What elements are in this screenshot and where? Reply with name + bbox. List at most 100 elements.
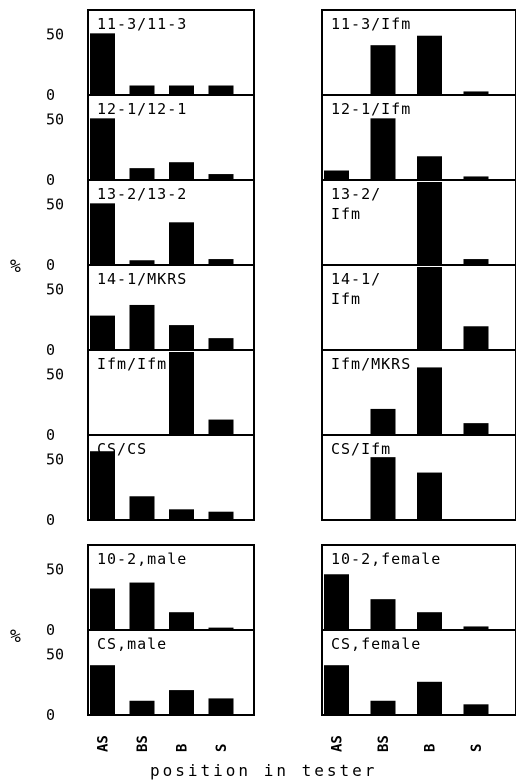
bar-s <box>208 419 234 435</box>
y-tick-label: 50 <box>46 195 64 213</box>
y-tick-label: 50 <box>46 560 64 578</box>
panel-14: CS,male 50 0 <box>46 629 255 724</box>
bar-s <box>463 423 489 435</box>
bar-bs <box>370 118 396 180</box>
bar-s <box>463 326 489 350</box>
bar-bs <box>129 168 155 180</box>
panel-title: Ifm <box>331 290 361 308</box>
panel-title: 12-1/Ifm <box>331 100 411 118</box>
y-tick-label: 50 <box>46 25 64 43</box>
x-tick-label: AS <box>330 735 346 752</box>
x-tick-label: B <box>423 744 439 752</box>
panel-title: CS/Ifm <box>331 440 391 458</box>
y-tick-label: 0 <box>46 426 55 444</box>
panel-1: 11-3/Ifm <box>321 9 516 96</box>
x-tick-label: B <box>175 744 191 752</box>
y-tick-label: 50 <box>46 110 64 128</box>
panel-title: Ifm <box>331 205 361 223</box>
bar-b <box>417 182 442 265</box>
bar-b <box>169 85 194 95</box>
bar-bs <box>129 700 155 715</box>
panel-title: 10-2,female <box>331 550 441 568</box>
bar-bs <box>129 304 155 350</box>
bar-bs <box>129 85 155 95</box>
bar-s <box>463 176 489 180</box>
y-tick-label: 0 <box>46 341 55 359</box>
panel-12: 10-2,male 50 0 <box>46 544 255 639</box>
bar-bs <box>129 260 155 265</box>
bar-s <box>208 338 234 350</box>
bar-b <box>417 472 442 520</box>
bar-b <box>169 162 194 180</box>
panel-15: CS,female <box>321 629 516 716</box>
panel-11: CS/Ifm <box>321 434 516 521</box>
panel-title: 14-1/MKRS <box>97 270 187 288</box>
x-tick-label: AS <box>96 735 112 752</box>
panel-5: 13-2/Ifm <box>321 179 516 266</box>
panel-title: 13-2/ <box>331 185 381 203</box>
bar-as <box>90 203 115 265</box>
bar-b <box>417 612 442 630</box>
bar-as <box>90 451 115 520</box>
y-axis-label-bottom: % <box>10 626 21 647</box>
panel-title: Ifm/MKRS <box>331 355 411 373</box>
bar-s <box>208 511 234 520</box>
bar-as <box>90 33 115 95</box>
x-tick-label: S <box>469 744 485 752</box>
bar-b <box>169 352 194 435</box>
bar-s <box>208 627 234 630</box>
y-axis-label-top: % <box>10 256 21 277</box>
bar-bs <box>370 45 396 95</box>
panel-title: 14-1/ <box>331 270 381 288</box>
bar-as <box>90 118 115 180</box>
panel-title: CS,male <box>97 635 167 653</box>
bar-s <box>208 259 234 265</box>
bar-b <box>169 690 194 715</box>
x-tick-label: BS <box>135 735 151 752</box>
bar-as <box>324 170 349 180</box>
y-tick-label: 0 <box>46 171 55 189</box>
bar-s <box>463 259 489 265</box>
bar-bs <box>129 496 155 520</box>
bar-b <box>169 325 194 350</box>
panel-7: 14-1/Ifm <box>321 264 516 351</box>
bar-as <box>90 665 115 715</box>
bar-b <box>169 222 194 265</box>
panel-2: 12-1/12-1 50 0 <box>46 94 255 189</box>
bar-bs <box>370 408 396 435</box>
bar-b <box>417 267 442 350</box>
bar-s <box>208 174 234 180</box>
panel-title: 11-3/11-3 <box>97 15 187 33</box>
bar-b <box>417 35 442 95</box>
panel-8: Ifm/Ifm 50 0 <box>46 349 255 444</box>
bar-b <box>417 156 442 180</box>
panel-4: 13-2/13-2 50 0 <box>46 179 255 274</box>
panel-6: 14-1/MKRS 50 0 <box>46 264 255 359</box>
y-tick-label: 50 <box>46 450 64 468</box>
panel-3: 12-1/Ifm <box>321 94 516 181</box>
bar-bs <box>370 700 396 715</box>
y-tick-label: 0 <box>46 86 55 104</box>
bar-as <box>324 574 349 630</box>
x-axis-label: position in tester <box>150 761 377 780</box>
bar-s <box>208 698 234 715</box>
bar-s <box>463 704 489 715</box>
bar-s <box>208 85 234 95</box>
y-tick-label: 50 <box>46 365 64 383</box>
bar-b <box>169 612 194 630</box>
panel-title: CS,female <box>331 635 421 653</box>
y-tick-label: 0 <box>46 621 55 639</box>
bar-bs <box>370 599 396 630</box>
bar-b <box>169 509 194 520</box>
panel-title: Ifm/Ifm <box>97 355 167 373</box>
y-tick-label: 0 <box>46 256 55 274</box>
bar-as <box>324 665 349 715</box>
panel-0: 11-3/11-3 50 0 <box>46 9 255 104</box>
y-tick-label: 0 <box>46 706 55 724</box>
panel-title: 10-2,male <box>97 550 187 568</box>
bar-bs <box>370 457 396 520</box>
panel-9: Ifm/MKRS <box>321 349 516 436</box>
bar-s <box>463 626 489 630</box>
